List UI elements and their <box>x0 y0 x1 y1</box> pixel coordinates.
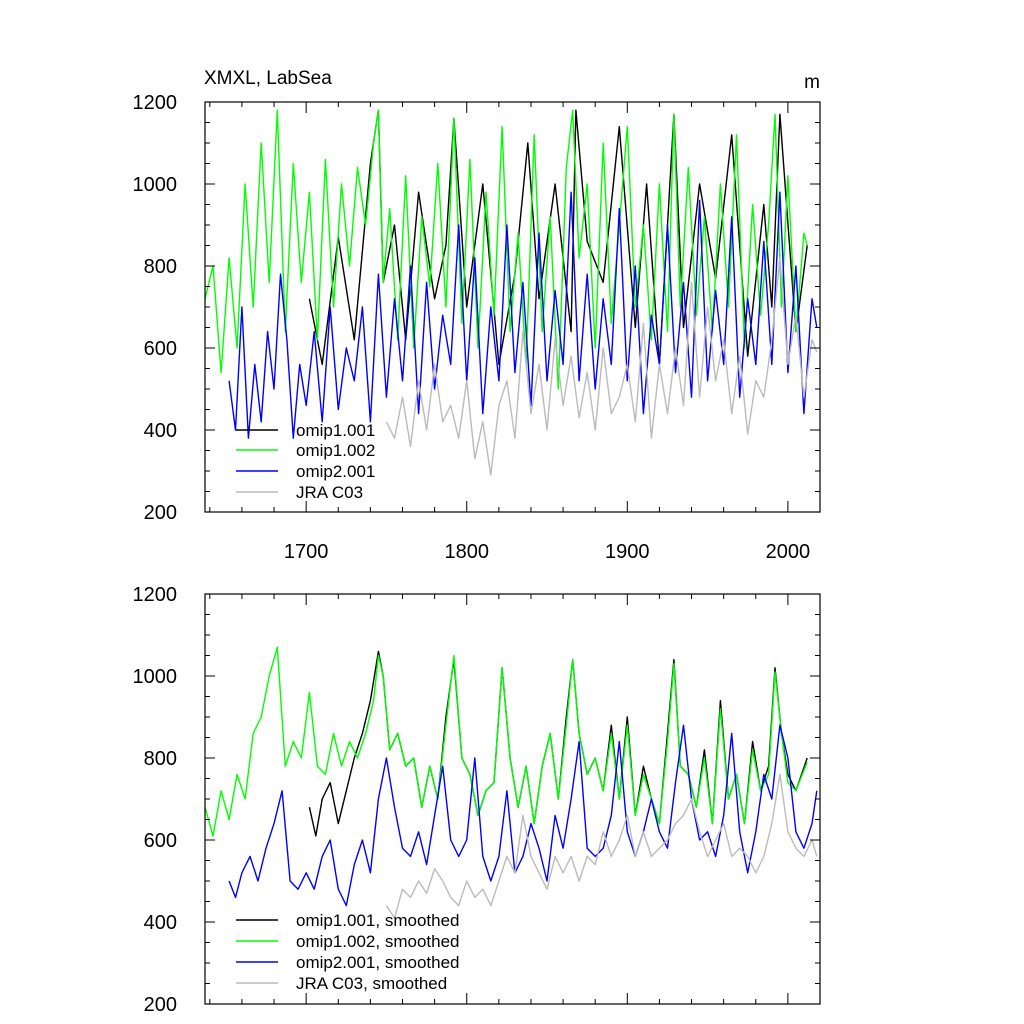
legend-label: omip1.001 <box>296 421 375 440</box>
y-tick-label: 1200 <box>133 584 178 606</box>
y-tick-label: 800 <box>144 748 177 770</box>
y-tick-label: 800 <box>144 256 177 278</box>
top-ticks-layer: 200 400 600 800 1000 1200 1700 1800 1900 2000 <box>133 92 821 563</box>
bottom-panel: 200 400 600 800 1000 1200 omip1.001, smoothed… <box>133 584 821 1016</box>
legend-label: omip1.002 <box>296 441 375 460</box>
y-tick-label: 600 <box>144 338 177 360</box>
series-line-3 <box>385 773 818 919</box>
y-tick-label: 1000 <box>133 666 178 688</box>
top-panel-units: m <box>804 72 820 93</box>
y-tick-label: 200 <box>144 502 177 524</box>
x-tick-label: 1800 <box>444 541 489 563</box>
x-tick-label: 1900 <box>605 541 650 563</box>
y-tick-label: 200 <box>144 994 177 1016</box>
legend-label: omip2.001 <box>296 462 375 481</box>
bottom-series-layer <box>204 646 818 919</box>
legend-label: JRA C03, smoothed <box>296 974 447 993</box>
legend-label: omip1.001, smoothed <box>296 911 460 930</box>
series-line-3 <box>385 257 818 476</box>
series-line-2 <box>228 191 818 439</box>
series-line-1 <box>204 646 808 837</box>
y-tick-label: 400 <box>144 420 177 442</box>
legend-label: JRA C03 <box>296 483 363 502</box>
x-tick-label: 2000 <box>766 541 811 563</box>
legend-label: omip1.002, smoothed <box>296 932 460 951</box>
top-panel: XMXL, LabSea m 200 400 600 800 1000 1200 1700 1… <box>133 68 821 563</box>
bottom-legend: omip1.001, smoothed omip1.002, smoothed … <box>236 911 460 993</box>
y-tick-label: 400 <box>144 912 177 934</box>
y-tick-label: 600 <box>144 830 177 852</box>
bottom-ticks-layer: 200 400 600 800 1000 1200 <box>133 584 821 1016</box>
top-legend: omip1.001 omip1.002 omip2.001 JRA C03 <box>236 421 375 502</box>
legend-label: omip2.001, smoothed <box>296 953 460 972</box>
top-series-layer <box>204 109 818 476</box>
x-tick-label: 1700 <box>284 541 329 563</box>
y-tick-label: 1200 <box>133 92 178 114</box>
y-tick-label: 1000 <box>133 174 178 196</box>
top-panel-title: XMXL, LabSea <box>204 68 332 89</box>
